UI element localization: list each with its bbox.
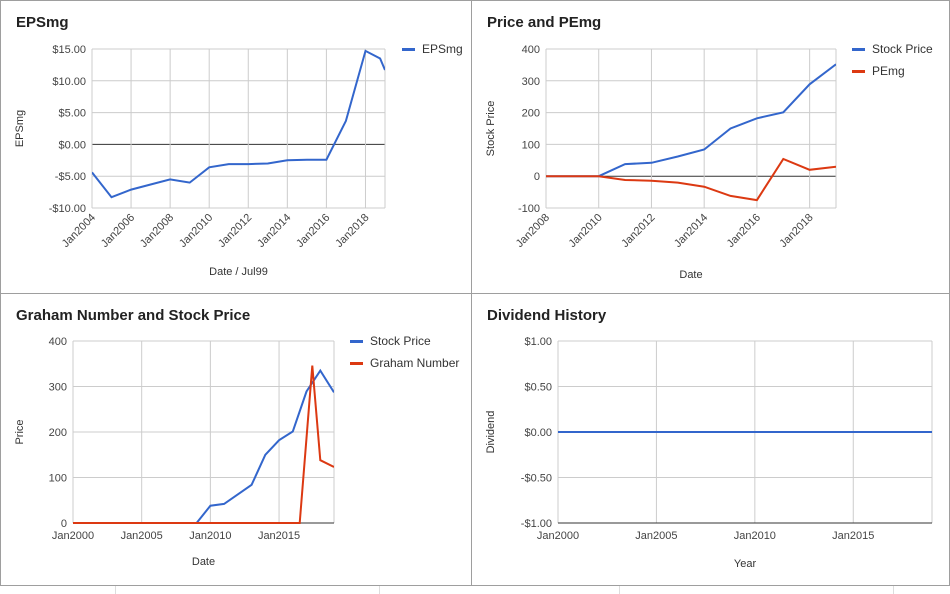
price-chart-title: Price and PEmg — [487, 14, 602, 31]
x-axis-title: Date — [679, 269, 702, 281]
y-tick-label: 0 — [61, 518, 67, 530]
legend-item-stock-price: Stock Price — [852, 38, 933, 60]
x-tick-label: Jan2008 — [514, 212, 552, 250]
series-line — [73, 368, 334, 524]
x-tick-label: Jan2010 — [734, 530, 776, 542]
graham-chart-panel: 0 100 200 300 400 Jan2000 Jan2005 Jan2010 Jan201… — [0, 293, 472, 586]
y-tick-label: 200 — [49, 427, 67, 439]
y-tick-label: $15.00 — [52, 44, 86, 56]
legend-label: EPSmg — [422, 42, 463, 56]
x-axis-title: Date — [192, 556, 215, 568]
x-tick-label: Jan2005 — [635, 530, 677, 542]
x-tick-label: Jan2000 — [52, 530, 94, 542]
price-chart-svg: -100 0 100 200 300 400 Jan2008 Jan2010 Jan2012 Ja… — [485, 44, 837, 281]
dividend-chart-panel: -$1.00 -$0.50 $0.00 $0.50 $1.00 Jan2000 Jan200… — [471, 293, 950, 586]
y-tick-label: $1.00 — [524, 336, 552, 348]
x-axis-title: Year — [734, 558, 757, 570]
graham-chart-svg: 0 100 200 300 400 Jan2000 Jan2005 Jan2010 Jan201… — [14, 336, 335, 568]
y-tick-label: $0.00 — [524, 427, 552, 439]
background-divider — [619, 586, 620, 594]
y-tick-label: 100 — [49, 473, 67, 485]
x-tick-label: Jan2000 — [537, 530, 579, 542]
x-tick-label: Jan2010 — [567, 212, 605, 250]
x-tick-label: Jan2010 — [177, 212, 215, 250]
eps-chart-svg: -$10.00 -$5.00 $0.00 $5.00 $10.00 $15.00 Jan20… — [14, 44, 386, 278]
x-tick-label: Jan2006 — [99, 212, 137, 250]
graham-chart-legend: Stock Price Graham Number — [350, 330, 459, 374]
y-tick-label: 300 — [49, 382, 67, 394]
x-axis-title: Date / Jul99 — [209, 266, 268, 278]
x-tick-label: Jan2018 — [333, 212, 371, 250]
y-axis-title: Stock Price — [485, 101, 497, 157]
background-divider — [379, 586, 380, 594]
y-tick-label: 0 — [534, 171, 540, 183]
legend-label: PEmg — [872, 64, 905, 78]
x-tick-label: Jan2004 — [60, 212, 98, 250]
legend-swatch — [350, 339, 363, 343]
series-line — [546, 63, 836, 178]
y-axis-title: Price — [14, 419, 26, 444]
x-tick-label: Jan2016 — [725, 212, 763, 250]
y-axis-title: EPSmg — [14, 110, 26, 147]
legend-item-pemg: PEmg — [852, 60, 933, 82]
series-line — [73, 365, 334, 524]
legend-swatch — [402, 47, 415, 51]
x-tick-label: Jan2015 — [258, 530, 300, 542]
price-chart-panel: -100 0 100 200 300 400 Jan2008 Jan2010 Jan2012 Ja… — [471, 0, 950, 294]
y-tick-label: -100 — [518, 203, 540, 215]
y-tick-label: -$10.00 — [49, 203, 86, 215]
x-tick-label: Jan2005 — [121, 530, 163, 542]
y-tick-label: 400 — [49, 336, 67, 348]
y-tick-label: 200 — [522, 108, 540, 120]
eps-chart-legend: EPSmg — [402, 38, 463, 60]
legend-item-epsmg: EPSmg — [402, 38, 463, 60]
eps-chart-panel: -$10.00 -$5.00 $0.00 $5.00 $10.00 $15.00 Jan20… — [0, 0, 472, 294]
x-tick-label: Jan2008 — [138, 212, 176, 250]
y-tick-label: -$1.00 — [521, 518, 552, 530]
y-axis-title: Dividend — [485, 411, 497, 454]
series-line — [546, 157, 836, 202]
x-tick-label: Jan2014 — [672, 212, 710, 250]
y-tick-label: 400 — [522, 44, 540, 56]
y-tick-label: 300 — [522, 76, 540, 88]
graham-chart-title: Graham Number and Stock Price — [16, 307, 251, 324]
y-tick-label: 100 — [522, 139, 540, 151]
y-tick-label: $0.00 — [58, 139, 86, 151]
y-tick-label: $10.00 — [52, 76, 86, 88]
y-tick-label: $5.00 — [58, 108, 86, 120]
legend-swatch — [852, 47, 865, 51]
legend-label: Stock Price — [872, 42, 933, 56]
legend-label: Graham Number — [370, 356, 460, 370]
x-tick-label: Jan2015 — [832, 530, 874, 542]
y-tick-label: $0.50 — [524, 382, 552, 394]
legend-swatch — [852, 69, 865, 73]
series-line — [92, 49, 385, 199]
price-chart-legend: Stock Price PEmg — [852, 38, 933, 82]
eps-chart-title: EPSmg — [16, 14, 69, 31]
legend-item-stock-price: Stock Price — [350, 330, 459, 352]
background-divider — [893, 586, 894, 594]
dividend-chart-title: Dividend History — [487, 307, 607, 324]
x-tick-label: Jan2016 — [294, 212, 332, 250]
x-tick-label: Jan2014 — [255, 212, 293, 250]
x-tick-label: Jan2018 — [777, 212, 815, 250]
y-tick-label: -$5.00 — [55, 171, 86, 183]
dividend-chart-svg: -$1.00 -$0.50 $0.00 $0.50 $1.00 Jan2000 Jan200… — [485, 336, 933, 570]
legend-item-graham-number: Graham Number — [350, 352, 459, 374]
x-tick-label: Jan2012 — [619, 212, 657, 250]
x-tick-label: Jan2010 — [189, 530, 231, 542]
legend-swatch — [350, 361, 363, 365]
y-tick-label: -$0.50 — [521, 473, 552, 485]
x-tick-label: Jan2012 — [216, 212, 254, 250]
legend-label: Stock Price — [370, 334, 431, 348]
background-divider — [115, 586, 116, 594]
